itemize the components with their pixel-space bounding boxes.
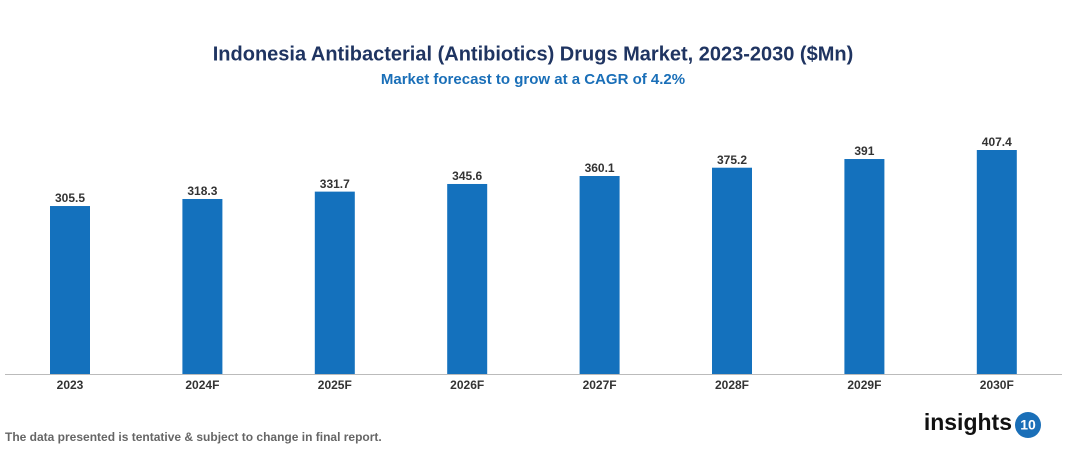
bar: [447, 183, 488, 374]
chart-subtitle: Market forecast to grow at a CAGR of 4.2…: [381, 71, 685, 88]
footnote: The data presented is tentative & subjec…: [5, 430, 382, 444]
value-label: 331.7: [320, 177, 350, 191]
value-label: 391: [854, 144, 874, 158]
bar: [712, 167, 752, 374]
value-label: 305.5: [55, 191, 85, 205]
value-label: 375.2: [717, 153, 747, 167]
value-label: 345.6: [452, 169, 482, 183]
x-tick-label: 2025F: [318, 378, 352, 392]
logo: insights 10: [924, 409, 1041, 438]
bar: [314, 191, 355, 374]
x-tick-label: 2023: [57, 378, 84, 392]
x-tick-label: 2028F: [715, 378, 749, 392]
value-label: 360.1: [585, 161, 615, 175]
x-tick-label: 2029F: [847, 378, 881, 392]
bar: [50, 206, 90, 374]
x-tick-label: 2024F: [185, 378, 219, 392]
logo-badge: [1015, 412, 1041, 438]
value-label: 407.4: [982, 135, 1012, 149]
chart-title: Indonesia Antibacterial (Antibiotics) Dr…: [213, 43, 854, 65]
value-label: 318.3: [187, 184, 217, 198]
bar: [844, 159, 885, 374]
logo-badge-text: 10: [1020, 417, 1036, 433]
x-tick-label: 2026F: [450, 378, 484, 392]
bar: [182, 198, 223, 374]
bar: [976, 150, 1017, 374]
logo-text: insights: [924, 409, 1012, 435]
x-tick-label: 2030F: [980, 378, 1014, 392]
x-tick-label: 2027F: [583, 378, 617, 392]
bar: [579, 176, 620, 374]
